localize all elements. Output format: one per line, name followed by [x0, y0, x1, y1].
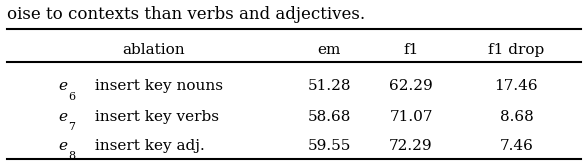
Text: 51.28: 51.28 — [308, 79, 351, 93]
Text: 71.07: 71.07 — [389, 110, 433, 124]
Text: e: e — [58, 139, 67, 153]
Text: 6: 6 — [68, 92, 75, 102]
Text: 8: 8 — [68, 151, 75, 161]
Text: 72.29: 72.29 — [389, 139, 433, 153]
Text: e: e — [58, 79, 67, 93]
Text: f1 drop: f1 drop — [488, 43, 544, 57]
Text: insert key nouns: insert key nouns — [91, 79, 223, 93]
Text: em: em — [318, 43, 341, 57]
Text: f1: f1 — [403, 43, 419, 57]
Text: insert key adj.: insert key adj. — [91, 139, 205, 153]
Text: insert key verbs: insert key verbs — [91, 110, 219, 124]
Text: 58.68: 58.68 — [308, 110, 351, 124]
Text: 59.55: 59.55 — [308, 139, 351, 153]
Text: 7.46: 7.46 — [499, 139, 533, 153]
Text: 8.68: 8.68 — [500, 110, 533, 124]
Text: e: e — [58, 110, 67, 124]
Text: 7: 7 — [68, 122, 75, 132]
Text: 62.29: 62.29 — [389, 79, 433, 93]
Text: ablation: ablation — [122, 43, 185, 57]
Text: 17.46: 17.46 — [495, 79, 538, 93]
Text: oise to contexts than verbs and adjectives.: oise to contexts than verbs and adjectiv… — [7, 6, 365, 23]
